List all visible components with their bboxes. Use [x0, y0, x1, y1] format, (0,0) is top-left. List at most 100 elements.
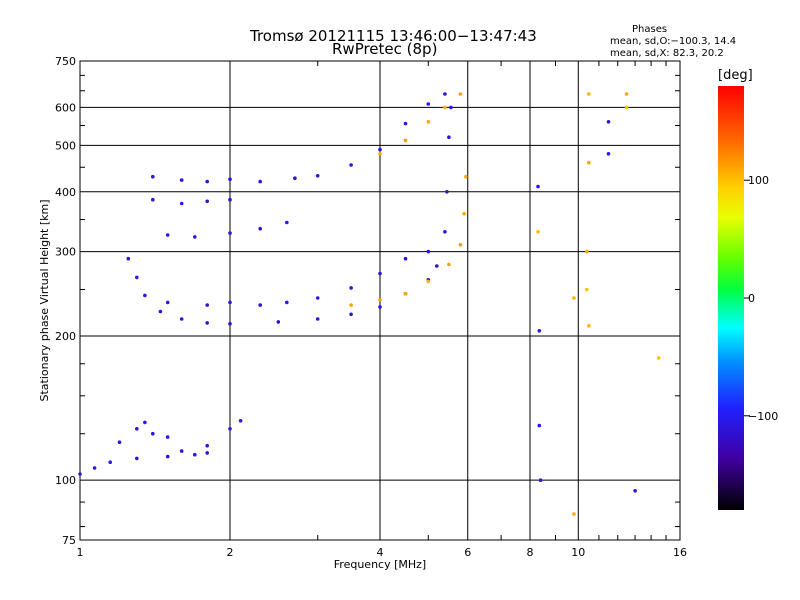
data-point	[228, 231, 232, 235]
y-tick-label: 300	[55, 246, 76, 259]
data-point	[151, 197, 155, 202]
data-point	[258, 226, 263, 231]
data-point	[205, 179, 209, 184]
data-point	[426, 102, 431, 106]
data-point	[238, 419, 243, 423]
data-point	[158, 309, 163, 314]
data-point	[135, 427, 139, 431]
y-tick-label: 750	[55, 55, 76, 68]
data-point	[276, 320, 281, 324]
data-point	[349, 303, 353, 307]
data-point	[108, 460, 112, 465]
x-tick-label: 10	[571, 546, 585, 559]
x-tick-label: 6	[464, 546, 471, 559]
data-point	[445, 190, 449, 194]
data-point	[165, 454, 170, 459]
colorbar-tick-label: −100	[748, 410, 778, 423]
data-point	[349, 312, 353, 317]
data-point	[179, 178, 184, 182]
data-point	[193, 235, 197, 239]
x-tick-label: 8	[527, 546, 534, 559]
data-point	[151, 174, 155, 179]
phase-stats-x: mean, sd,X: 82.3, 20.2	[610, 48, 724, 59]
data-point	[285, 220, 289, 225]
phase-stats-o: mean, sd,O:−100.3, 14.4	[610, 36, 737, 47]
data-point	[587, 324, 591, 328]
phase-stats: Phases mean, sd,O:−100.3, 14.4 mean, sd,…	[610, 24, 736, 60]
data-point	[193, 452, 197, 457]
phase-stats-heading: Phases	[632, 24, 668, 35]
data-point	[537, 423, 542, 428]
data-point	[458, 243, 463, 247]
data-point	[179, 449, 184, 453]
data-point	[228, 427, 232, 431]
data-point	[205, 303, 209, 307]
data-point	[443, 105, 447, 110]
data-point	[135, 275, 139, 280]
data-point	[587, 160, 591, 165]
data-point	[179, 317, 184, 321]
data-point	[403, 121, 408, 126]
colorbar-tick-label: 0	[748, 292, 755, 305]
data-point	[285, 300, 289, 305]
x-tick-label: 1	[77, 546, 84, 559]
data-point	[349, 286, 353, 290]
data-point	[205, 443, 209, 448]
data-point	[606, 152, 611, 156]
data-point	[447, 262, 451, 267]
data-point	[572, 296, 576, 300]
data-point	[536, 230, 540, 234]
data-point	[179, 201, 184, 206]
data-point	[228, 322, 232, 326]
phase-colorbar	[718, 86, 744, 510]
data-point	[378, 271, 382, 276]
data-point	[447, 135, 451, 139]
data-point	[378, 305, 382, 309]
colorbar-unit-label: [deg]	[718, 68, 753, 83]
data-point	[464, 174, 468, 179]
data-point	[378, 147, 382, 152]
data-point	[205, 199, 209, 204]
data-point	[633, 489, 637, 493]
data-point	[165, 300, 170, 305]
data-point	[572, 512, 576, 516]
data-point	[378, 298, 382, 302]
data-point	[536, 184, 540, 189]
data-point	[624, 92, 629, 96]
y-tick-label: 600	[55, 101, 76, 114]
data-point	[435, 264, 439, 268]
data-point	[585, 287, 589, 292]
data-point	[117, 440, 122, 445]
data-point	[587, 92, 591, 96]
chart-subtitle: RwPretec (8p)	[332, 40, 438, 58]
data-point	[151, 431, 155, 436]
data-point	[624, 105, 629, 110]
data-point	[165, 233, 170, 237]
x-axis-label: Frequency [MHz]	[334, 558, 426, 571]
data-point	[165, 435, 170, 439]
data-point	[143, 420, 147, 425]
data-point	[258, 303, 263, 307]
data-point	[349, 163, 353, 167]
data-point	[537, 329, 542, 333]
colorbar-tick-label: 100	[748, 174, 769, 187]
data-point	[585, 249, 589, 254]
chart-title: Tromsø 20121115 13:46:00−13:47:43	[250, 27, 537, 45]
data-point	[78, 472, 82, 476]
y-tick-label: 500	[55, 139, 76, 152]
data-point	[403, 291, 408, 296]
data-point	[126, 256, 131, 261]
data-point	[378, 152, 382, 156]
y-tick-label: 100	[55, 474, 76, 487]
x-tick-label: 2	[227, 546, 234, 559]
x-tick-label: 4	[377, 546, 384, 559]
data-point	[426, 279, 431, 284]
data-point	[426, 120, 431, 124]
data-point	[443, 92, 447, 96]
x-tick-label: 16	[673, 546, 687, 559]
data-point	[228, 300, 232, 305]
y-axis-label: Stationary phase Virtual Height [km]	[38, 199, 51, 401]
data-point	[449, 105, 453, 110]
data-point	[443, 230, 447, 234]
data-point	[458, 92, 463, 96]
